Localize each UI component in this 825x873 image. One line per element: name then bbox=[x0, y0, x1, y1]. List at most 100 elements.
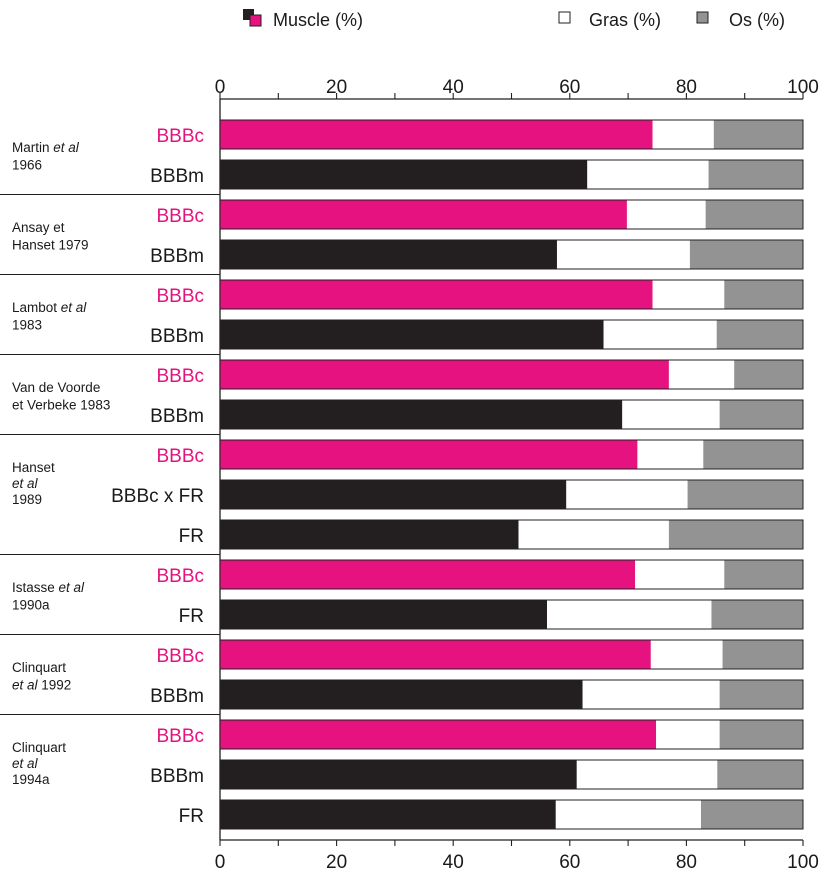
top-axis-tick-label-60: 60 bbox=[559, 77, 580, 98]
study-label-4-line-0: Hanset bbox=[12, 460, 55, 475]
bar-segment-muscle bbox=[220, 560, 636, 589]
bar-label: BBBm bbox=[150, 686, 204, 707]
bar-segment-os bbox=[689, 240, 803, 269]
top-axis-tick-label-20: 20 bbox=[326, 77, 347, 98]
study-label-7-line-0: Clinquart bbox=[12, 740, 66, 755]
bar-segment-os bbox=[719, 720, 803, 749]
bar-segment-muscle bbox=[220, 240, 557, 269]
study-label-6-line-0: Clinquart bbox=[12, 660, 66, 675]
bar-segment-os bbox=[719, 680, 803, 709]
bar-segment-gras bbox=[547, 600, 712, 629]
bar-outline bbox=[219, 279, 804, 310]
bar-segment-gras bbox=[555, 800, 701, 829]
top-axis-tick-label-80: 80 bbox=[676, 77, 697, 98]
bottom-axis-tick-label-80: 80 bbox=[676, 852, 697, 873]
bar-label: BBBc bbox=[156, 646, 204, 667]
bar-segment-gras bbox=[622, 400, 720, 429]
bar-segment-gras bbox=[626, 200, 706, 229]
bar-outline bbox=[219, 319, 804, 350]
legend-label-muscle: Muscle (%) bbox=[273, 10, 363, 30]
bar-outline bbox=[219, 559, 804, 590]
bar-outline bbox=[219, 119, 804, 150]
study-label-4-line-2: 1989 bbox=[12, 492, 42, 507]
study-label-3-line-1: et Verbeke 1983 bbox=[12, 398, 110, 413]
bar-segment-muscle bbox=[220, 520, 519, 549]
bar-segment-os bbox=[705, 200, 803, 229]
legend-label-gras: Gras (%) bbox=[589, 10, 661, 30]
bar-label: BBBm bbox=[150, 766, 204, 787]
bar-segment-muscle bbox=[220, 280, 653, 309]
bar-segment-muscle bbox=[220, 120, 653, 149]
bar-label: BBBc bbox=[156, 566, 204, 587]
legend-swatch-muscle-pink bbox=[249, 14, 262, 27]
bar-segment-muscle bbox=[220, 480, 567, 509]
bar-outline bbox=[219, 719, 804, 750]
bottom-axis-tick-label-60: 60 bbox=[559, 852, 580, 873]
bar-segment-gras bbox=[587, 160, 709, 189]
bar-label: BBBc bbox=[156, 126, 204, 147]
study-label-2-line-0: Lambot et al bbox=[12, 300, 87, 315]
bar-segment-gras bbox=[518, 520, 669, 549]
bar-outline bbox=[219, 359, 804, 390]
bar-segment-gras bbox=[656, 720, 720, 749]
bar-segment-os bbox=[703, 440, 803, 469]
bar-segment-muscle bbox=[220, 360, 669, 389]
bar-segment-gras bbox=[566, 480, 688, 509]
legend-swatch-gras bbox=[558, 11, 571, 24]
bar-segment-os bbox=[687, 480, 803, 509]
bar-segment-muscle bbox=[220, 600, 548, 629]
top-axis-tick-label-100: 100 bbox=[787, 77, 819, 98]
study-label-0-line-0: Martin et al bbox=[12, 140, 80, 155]
bar-segment-os bbox=[700, 800, 803, 829]
bar-label: BBBc bbox=[156, 206, 204, 227]
bar-segment-os bbox=[722, 640, 803, 669]
bar-segment-muscle bbox=[220, 800, 556, 829]
bar-segment-os bbox=[719, 400, 803, 429]
study-label-0-line-1: 1966 bbox=[12, 158, 42, 173]
study-label-7-line-1: et al bbox=[12, 756, 39, 771]
bar-segment-os bbox=[717, 760, 803, 789]
study-label-1-line-0: Ansay et bbox=[12, 220, 65, 235]
bar-outline bbox=[219, 519, 804, 550]
study-label-4-line-1: et al bbox=[12, 476, 39, 491]
bar-segment-gras bbox=[556, 240, 690, 269]
bar-segment-os bbox=[711, 600, 803, 629]
bar-segment-os bbox=[724, 560, 803, 589]
study-label-5-line-0: Istasse et al bbox=[12, 580, 85, 595]
bar-label: BBBm bbox=[150, 166, 204, 187]
bar-segment-gras bbox=[582, 680, 720, 709]
bar-segment-os bbox=[668, 520, 803, 549]
bar-segment-muscle bbox=[220, 760, 577, 789]
bar-segment-gras bbox=[650, 640, 723, 669]
bar-label: FR bbox=[179, 526, 204, 547]
study-label-1-line-1: Hanset 1979 bbox=[12, 238, 89, 253]
bar-label: BBBm bbox=[150, 326, 204, 347]
bar-label: BBBm bbox=[150, 406, 204, 427]
study-label-6-line-1: et al 1992 bbox=[12, 678, 71, 693]
bar-outline bbox=[219, 479, 804, 510]
bar-label: BBBm bbox=[150, 246, 204, 267]
bar-segment-gras bbox=[652, 120, 714, 149]
bar-segment-os bbox=[716, 320, 803, 349]
bar-segment-muscle bbox=[220, 720, 657, 749]
bar-outline bbox=[219, 759, 804, 790]
legend-swatch-muscle-dark bbox=[243, 9, 254, 20]
study-label-7-line-2: 1994a bbox=[12, 772, 50, 787]
top-axis-tick-label-40: 40 bbox=[443, 77, 464, 98]
bar-outline bbox=[219, 639, 804, 670]
legend-swatch-os bbox=[696, 11, 709, 24]
bar-label: BBBc bbox=[156, 726, 204, 747]
bar-outline bbox=[219, 239, 804, 270]
bar-segment-muscle bbox=[220, 320, 604, 349]
bar-outline bbox=[219, 599, 804, 630]
bar-segment-os bbox=[708, 160, 803, 189]
bar-label: BBBc bbox=[156, 286, 204, 307]
bar-outline bbox=[219, 199, 804, 230]
bar-segment-gras bbox=[635, 560, 725, 589]
top-axis-tick-label-0: 0 bbox=[215, 77, 226, 98]
bar-outline bbox=[219, 679, 804, 710]
bar-outline bbox=[219, 439, 804, 470]
bar-label: BBBc x FR bbox=[111, 486, 204, 507]
bar-segment-muscle bbox=[220, 440, 638, 469]
bar-segment-gras bbox=[652, 280, 725, 309]
